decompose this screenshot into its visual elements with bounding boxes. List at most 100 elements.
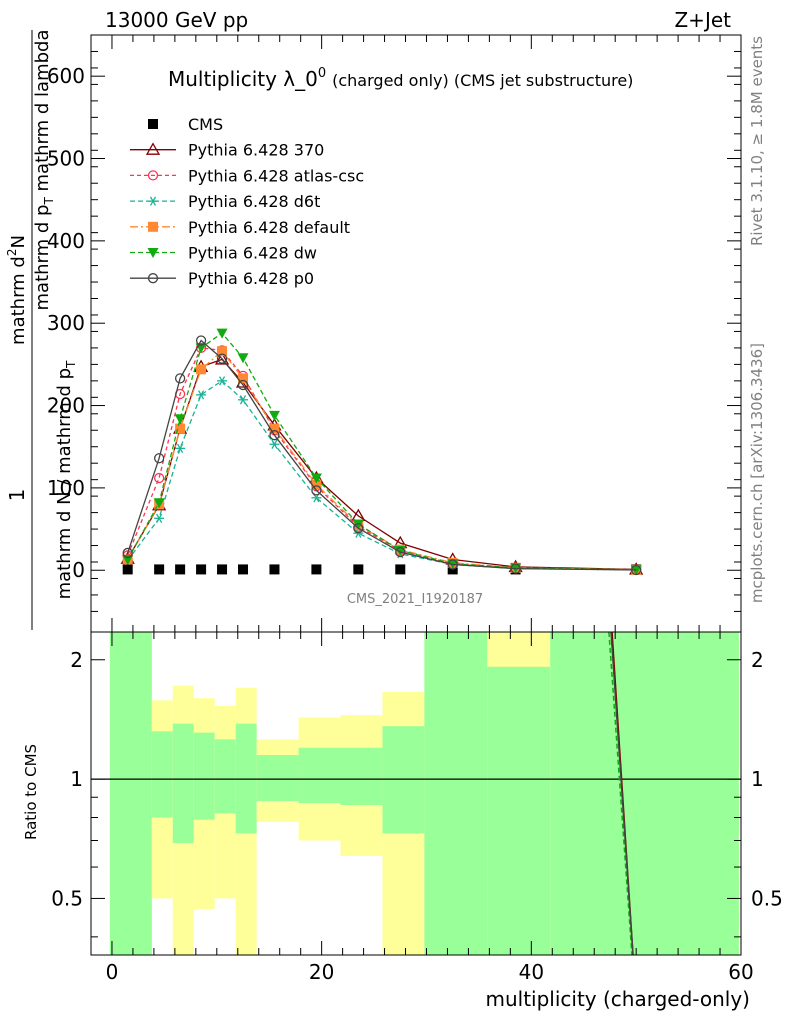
point-cms [311, 564, 322, 575]
point-pythia-6-428-dw [310, 473, 322, 484]
ylabel-numerator: mathrm d2N [5, 235, 29, 345]
x-tick-label: 40 [519, 960, 544, 984]
point-cms [353, 564, 364, 575]
point-pythia-6-428-dw [174, 414, 186, 425]
point-pythia-6-428-p0 [237, 379, 249, 391]
point-pythia-6-428-d6t [196, 390, 207, 400]
legend-entry-pythia-6-428-d6t: Pythia 6.428 d6t [130, 192, 320, 211]
point-pythia-6-428-dw [352, 519, 364, 530]
ratio-y-tick-label-right: 2 [751, 648, 764, 672]
ratio-band-green [256, 755, 299, 802]
legend-entry-pythia-6-428-dw: Pythia 6.428 dw [130, 244, 317, 263]
ratio-band-green [109, 632, 152, 955]
legend-label-pythia-6-428-dw: Pythia 6.428 dw [188, 244, 317, 263]
legend-marker-pythia-6-428-atlas-csc [147, 170, 159, 181]
series-pythia-6-428-p0 [122, 335, 642, 576]
ratio-band-green [193, 732, 215, 820]
point-cms [122, 564, 133, 575]
point-pythia-6-428-default [238, 373, 249, 384]
header-collision: 13000 GeV pp [105, 8, 248, 32]
legend-label-pythia-6-428-p0: Pythia 6.428 p0 [188, 269, 314, 288]
point-pythia-6-428-dw [268, 410, 280, 421]
point-pythia-6-428-dw [237, 353, 249, 364]
point-pythia-6-428-370 [214, 352, 230, 365]
legend-entry-pythia-6-428-default: Pythia 6.428 default [130, 218, 350, 237]
ratio-band-green [172, 723, 194, 843]
mcplots-label: mcplots.cern.ch [arXiv:1306.3436] [748, 343, 766, 603]
point-cms [217, 564, 228, 575]
main-y-tick-label: 600 [47, 64, 85, 88]
point-pythia-6-428-p0 [153, 453, 165, 464]
point-pythia-6-428-p0 [353, 523, 364, 534]
main-series-group [120, 328, 644, 576]
point-pythia-6-428-d6t [217, 376, 228, 386]
x-tick-label: 0 [106, 960, 119, 984]
legend-label-pythia-6-428-atlas-csc: Pythia 6.428 atlas-csc [188, 166, 364, 185]
point-cms [395, 564, 406, 575]
ratio-band-green [487, 666, 551, 955]
point-pythia-6-428-default [311, 479, 322, 490]
point-pythia-6-428-dw [122, 555, 134, 566]
ratio-axis-ticks: 0.5 0.51 12 20 20 40 60 [51, 632, 783, 984]
point-pythia-6-428-p0 [395, 546, 406, 558]
legend-entry-pythia-6-428-370: Pythia 6.428 370 [130, 141, 324, 160]
legend-label-pythia-6-428-370: Pythia 6.428 370 [188, 141, 324, 160]
main-axis-ticks: 0 100 200 300 400 500 600 [47, 35, 742, 632]
ratio-band-green [235, 723, 257, 834]
point-pythia-6-428-d6t [238, 395, 249, 405]
main-y-tick-label: 100 [47, 476, 85, 500]
legend-marker-pythia-6-428-default [148, 221, 158, 232]
point-pythia-6-428-p0 [631, 564, 642, 576]
legend: CMS Pythia 6.428 370 Pythia 6.428 atlas-cs… [130, 115, 364, 288]
legend-marker-pythia-6-428-370 [145, 142, 161, 155]
point-pythia-6-428-default [217, 346, 228, 357]
point-pythia-6-428-dw [216, 328, 228, 339]
watermark: CMS_2021_I1920187 [347, 592, 483, 607]
point-pythia-6-428-p0 [447, 559, 458, 570]
ylabel-denominator-top: mathrm d pT mathrm d lambda [32, 30, 56, 311]
ratio-band-green [298, 747, 341, 804]
series-pythia-6-428-d6t [122, 376, 642, 575]
series-line-pythia-6-428-atlas-csc [127, 347, 637, 571]
legend-entry-pythia-6-428-p0: Pythia 6.428 p0 [130, 269, 314, 288]
point-cms [238, 564, 249, 575]
legend-entry-cms: CMS [148, 115, 223, 134]
ylabel-outer-denominator: mathrm d N / mathrm d pT [54, 360, 78, 599]
main-y-tick-label: 300 [47, 311, 85, 335]
legend-label-pythia-6-428-default: Pythia 6.428 default [188, 218, 350, 237]
ratio-y-tick-label: 1 [70, 767, 83, 791]
point-cms [196, 564, 207, 575]
rivet-version-label: Rivet 3.1.10, ≥ 1.8M events [748, 36, 766, 246]
main-y-tick-label: 200 [47, 394, 85, 418]
ratio-line-pythia-6-428-p0 [610, 632, 634, 955]
header-process: Z+Jet [674, 8, 731, 32]
legend-marker-cms [148, 119, 158, 129]
point-pythia-6-428-p0 [216, 353, 228, 364]
ratio-line-pythia-6-428-dw [608, 632, 633, 955]
point-pythia-6-428-p0 [195, 335, 207, 346]
point-cms [154, 564, 165, 575]
x-tick-label: 20 [309, 960, 334, 984]
ratio-band-green [214, 739, 236, 814]
point-pythia-6-428-d6t [269, 439, 280, 449]
point-pythia-6-428-d6t [154, 513, 165, 524]
ratio-band-green [151, 731, 173, 818]
ratio-y-tick-label-right: 1 [751, 767, 764, 791]
ratio-bands-group [91, 632, 741, 955]
point-pythia-6-428-p0 [174, 373, 186, 384]
ylabel-prefactor: 1 [5, 489, 29, 502]
ratio-band-green [382, 726, 425, 834]
point-pythia-6-428-default [175, 423, 186, 434]
point-pythia-6-428-p0 [269, 430, 280, 441]
point-pythia-6-428-default [269, 423, 280, 434]
ratio-y-tick-label-right: 0.5 [751, 886, 783, 910]
main-y-tick-label: 500 [47, 147, 85, 171]
series-pythia-6-428-370 [120, 352, 644, 575]
point-pythia-6-428-p0 [122, 547, 133, 559]
legend-entry-pythia-6-428-atlas-csc: Pythia 6.428 atlas-csc [130, 166, 364, 185]
legend-label-pythia-6-428-d6t: Pythia 6.428 d6t [188, 192, 320, 211]
point-pythia-6-428-atlas-csc [153, 472, 165, 484]
legend-marker-pythia-6-428-dw [147, 248, 159, 258]
x-tick-label: 60 [728, 960, 753, 984]
